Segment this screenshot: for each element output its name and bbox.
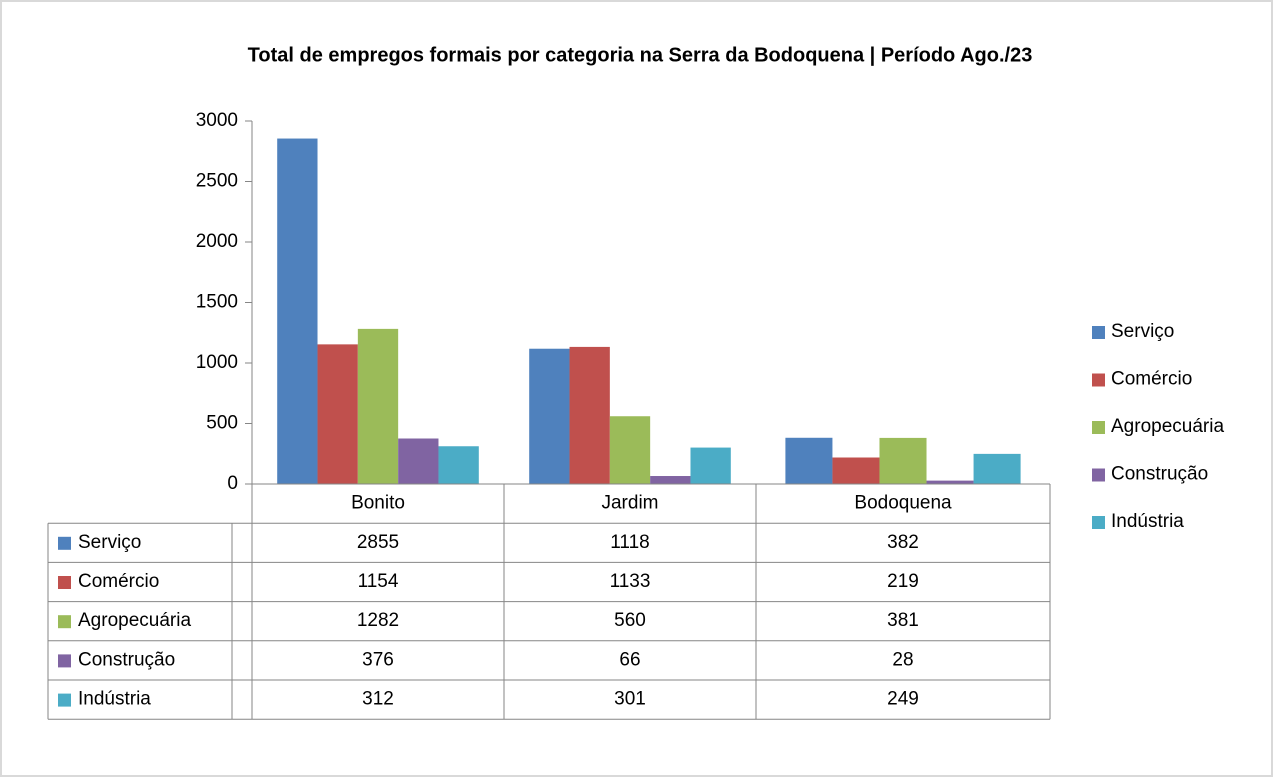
table-cell: 312 bbox=[362, 689, 394, 710]
legend-label: Indústria bbox=[1111, 511, 1184, 532]
bar bbox=[609, 416, 651, 484]
legend-label: Comércio bbox=[1111, 369, 1192, 390]
legend-label: Serviço bbox=[1111, 321, 1174, 342]
y-tick-label: 1000 bbox=[196, 352, 238, 373]
y-tick-label: 3000 bbox=[196, 110, 238, 131]
table-cell: 219 bbox=[887, 571, 919, 592]
bar bbox=[569, 346, 610, 484]
bar bbox=[277, 138, 318, 485]
table-cell: 28 bbox=[892, 649, 913, 670]
table-row-label: Agropecuária bbox=[78, 610, 191, 631]
legend-key bbox=[1092, 421, 1105, 434]
y-tick-label: 2500 bbox=[196, 171, 238, 192]
legend-key bbox=[1092, 516, 1105, 529]
bar bbox=[879, 437, 927, 484]
bar bbox=[650, 476, 691, 484]
bar bbox=[690, 447, 731, 484]
table-key bbox=[58, 615, 71, 629]
y-tick-label: 1500 bbox=[196, 292, 238, 313]
bar bbox=[973, 453, 1021, 484]
bar bbox=[785, 437, 833, 484]
table-cell: 1282 bbox=[357, 610, 399, 631]
x-tick-label: Jardim bbox=[601, 493, 658, 514]
table-cell: 1118 bbox=[610, 532, 649, 553]
bar bbox=[317, 344, 358, 484]
bar bbox=[438, 446, 479, 484]
table-cell: 1133 bbox=[610, 571, 651, 592]
table-cell: 381 bbox=[887, 610, 919, 631]
legend-label: Construção bbox=[1111, 464, 1208, 485]
y-tick-label: 2000 bbox=[196, 231, 238, 252]
chart-title: Total de empregos formais por categoria … bbox=[248, 44, 1033, 66]
table-row-label: Serviço bbox=[78, 532, 141, 553]
table-row-label: Construção bbox=[78, 649, 175, 670]
table-cell: 2855 bbox=[357, 532, 399, 553]
legend-key bbox=[1092, 373, 1105, 387]
table-key bbox=[58, 536, 71, 550]
table-cell: 1154 bbox=[358, 571, 399, 592]
table-row-label: Indústria bbox=[78, 689, 151, 710]
table-key bbox=[58, 576, 71, 589]
bar bbox=[926, 480, 974, 484]
table-key bbox=[58, 654, 71, 668]
table-cell: 301 bbox=[614, 689, 646, 710]
bar bbox=[357, 328, 399, 484]
table-cell: 376 bbox=[362, 649, 394, 670]
legend-key bbox=[1092, 326, 1105, 339]
bar bbox=[398, 438, 439, 484]
bar bbox=[832, 457, 880, 484]
legend-label: Agropecuária bbox=[1111, 416, 1224, 437]
x-tick-label: Bonito bbox=[351, 493, 405, 514]
table-cell: 249 bbox=[887, 689, 919, 710]
y-tick-label: 0 bbox=[227, 473, 238, 494]
table-cell: 560 bbox=[614, 610, 646, 631]
legend-key bbox=[1092, 468, 1105, 482]
table-key bbox=[58, 693, 71, 707]
table-row-label: Comércio bbox=[78, 571, 159, 592]
y-tick-label: 500 bbox=[206, 413, 238, 434]
x-tick-label: Bodoquena bbox=[854, 493, 952, 514]
table-cell: 382 bbox=[887, 532, 919, 553]
table-cell: 66 bbox=[619, 649, 640, 670]
bar bbox=[529, 348, 570, 484]
